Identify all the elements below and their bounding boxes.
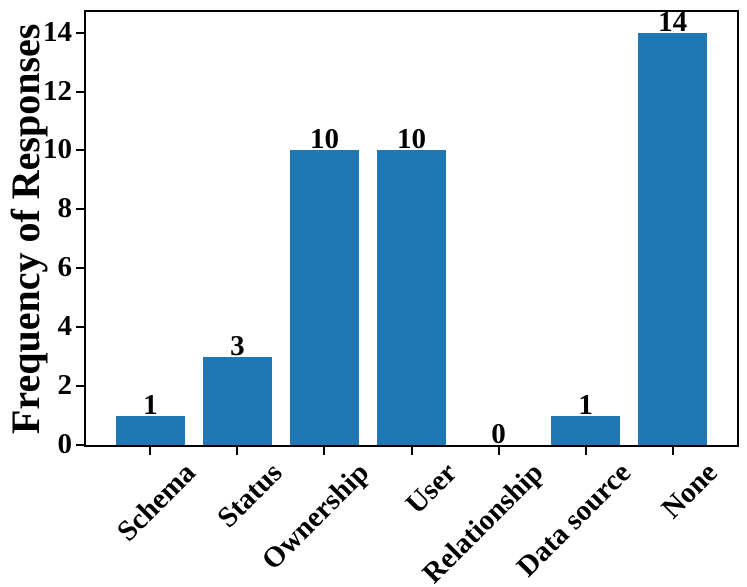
y-tick-label: 2 xyxy=(57,369,73,402)
y-tick-mark xyxy=(76,90,84,93)
bar-value-label-data-source: 1 xyxy=(578,388,593,421)
y-tick-label: 12 xyxy=(43,74,72,107)
bar-value-label-status: 3 xyxy=(230,329,245,362)
bar-status xyxy=(202,356,273,445)
y-tick-mark xyxy=(76,267,84,270)
y-tick-label: 4 xyxy=(57,310,73,343)
y-tick-label: 10 xyxy=(43,133,72,166)
x-tick-label-status: Status xyxy=(211,456,289,534)
y-tick-label: 0 xyxy=(57,428,73,460)
y-tick-label: 14 xyxy=(43,15,72,48)
bar-value-label-schema: 1 xyxy=(143,388,158,421)
x-tick-label-none: None xyxy=(655,456,724,525)
y-tick-label: 8 xyxy=(57,192,73,225)
x-tick-mark xyxy=(497,447,500,455)
x-tick-mark xyxy=(671,447,674,455)
x-tick-mark xyxy=(584,447,587,455)
x-tick-mark xyxy=(323,447,326,455)
x-tick-mark xyxy=(149,447,152,455)
y-tick-mark xyxy=(76,326,84,329)
y-tick-mark xyxy=(76,385,84,388)
y-tick-label: 6 xyxy=(57,251,73,284)
bar-value-label-relationship: 0 xyxy=(491,418,506,450)
y-tick-mark xyxy=(76,31,84,34)
bar-schema xyxy=(115,415,186,445)
x-tick-mark xyxy=(410,447,413,455)
bar-value-label-user: 10 xyxy=(397,123,426,156)
x-tick-label-user: User xyxy=(399,456,463,521)
y-tick-mark xyxy=(76,149,84,152)
y-tick-mark xyxy=(76,444,84,446)
y-tick-mark xyxy=(76,208,84,211)
y-axis-label: Frequency of Responses xyxy=(3,23,48,434)
bar-none xyxy=(637,32,708,445)
x-tick-mark xyxy=(236,447,239,455)
bar-value-label-none: 14 xyxy=(658,5,688,38)
bar-data-source xyxy=(550,415,621,445)
bar-user xyxy=(376,150,447,445)
x-tick-label-schema: Schema xyxy=(110,456,202,548)
bar-ownership xyxy=(289,150,360,445)
bar-value-label-ownership: 10 xyxy=(309,123,339,156)
